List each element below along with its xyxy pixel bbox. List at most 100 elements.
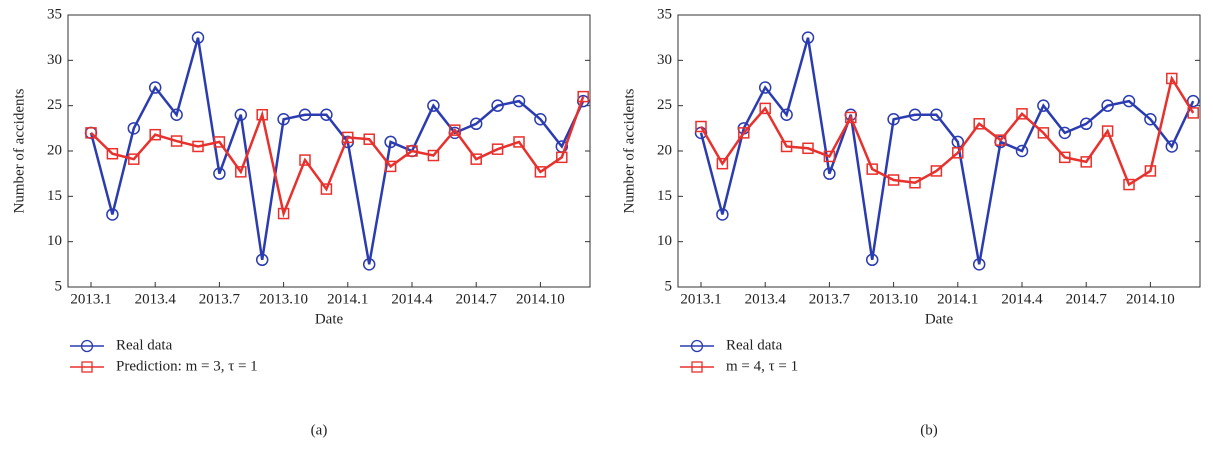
marker [994,134,1007,146]
marker [235,166,247,178]
marker [887,113,900,126]
data-line [89,37,585,265]
marker [384,135,397,149]
marker [170,135,183,147]
x-tick-label: 2014.7 [456,291,498,307]
marker [85,127,97,139]
y-tick-label: 20 [657,142,672,158]
marker [1079,117,1093,131]
y-tick-label: 5 [55,278,63,294]
marker [1015,144,1029,158]
marker [534,113,547,126]
marker [845,111,857,124]
x-axis-label: Date [315,311,344,327]
marker [1122,94,1136,108]
marker [277,207,290,220]
marker [1166,72,1178,85]
marker [192,140,204,153]
marker [1101,99,1114,112]
marker [1037,99,1050,112]
marker [1080,156,1092,168]
y-tick-label: 15 [657,188,672,204]
x-tick-label: 2014.1 [327,291,368,307]
marker [1016,108,1028,120]
marker [823,167,836,180]
marker [973,118,985,130]
marker [384,160,397,173]
caption: (b) [920,422,938,438]
data-line [90,96,585,218]
y-axis-label: Number of accidents [621,88,637,213]
x-tick-label: 2013.7 [199,291,241,307]
marker [909,176,921,189]
marker [738,127,750,139]
marker [427,99,440,112]
marker [148,81,162,94]
marker [234,108,248,121]
data-line [699,75,1195,187]
y-tick-label: 35 [47,6,62,22]
marker [1058,126,1072,140]
marker [780,108,793,121]
marker [127,122,141,135]
marker [930,108,943,121]
x-tick-label: 2014.10 [1126,291,1175,307]
marker [342,131,354,144]
y-tick-label: 30 [47,52,62,68]
marker [469,117,483,131]
marker [556,151,568,164]
marker [363,133,375,145]
data-line [699,37,1195,265]
y-tick-label: 25 [657,97,672,113]
marker [427,149,440,162]
caption: (a) [311,422,328,438]
marker [887,174,900,186]
marker [256,108,268,121]
marker [170,108,183,121]
marker [801,31,815,44]
marker [972,258,986,271]
marker [1144,165,1157,177]
y-tick-label: 15 [47,188,62,204]
x-tick-label: 2013.7 [809,291,851,307]
legend-label: Real data [726,337,783,353]
marker [716,157,729,170]
y-axis-label: Number of accidents [11,88,27,213]
x-tick-label: 2013.1 [70,291,111,307]
marker [106,147,119,160]
x-tick-label: 2014.1 [937,291,978,307]
marker [716,208,729,221]
marker [759,102,771,115]
marker [255,253,269,267]
marker [320,108,333,121]
marker [802,142,814,155]
marker [908,108,922,121]
marker [362,258,376,271]
legend-label: Real data [116,337,173,353]
marker [952,147,964,159]
marker [865,253,879,267]
marker [298,108,312,121]
marker [930,165,943,177]
marker [513,136,525,148]
marker [299,154,311,166]
marker [320,183,333,195]
marker [128,153,140,165]
marker [1186,94,1200,108]
x-tick-label: 2013.4 [135,291,177,307]
legend-label: m = 4, τ = 1 [726,358,798,374]
marker [1187,107,1199,119]
x-tick-label: 2013.1 [680,291,721,307]
x-tick-label: 2014.4 [391,291,433,307]
y-tick-label: 20 [47,142,62,158]
x-tick-label: 2014.4 [1001,291,1043,307]
y-tick-label: 35 [657,6,672,22]
marker [534,166,547,178]
marker [512,94,526,108]
legend-marker [691,361,703,373]
x-tick-label: 2014.10 [516,291,565,307]
plot-frame [67,14,591,288]
x-tick-label: 2013.10 [869,291,918,307]
legend-label: Prediction: m = 3, τ = 1 [116,358,258,374]
